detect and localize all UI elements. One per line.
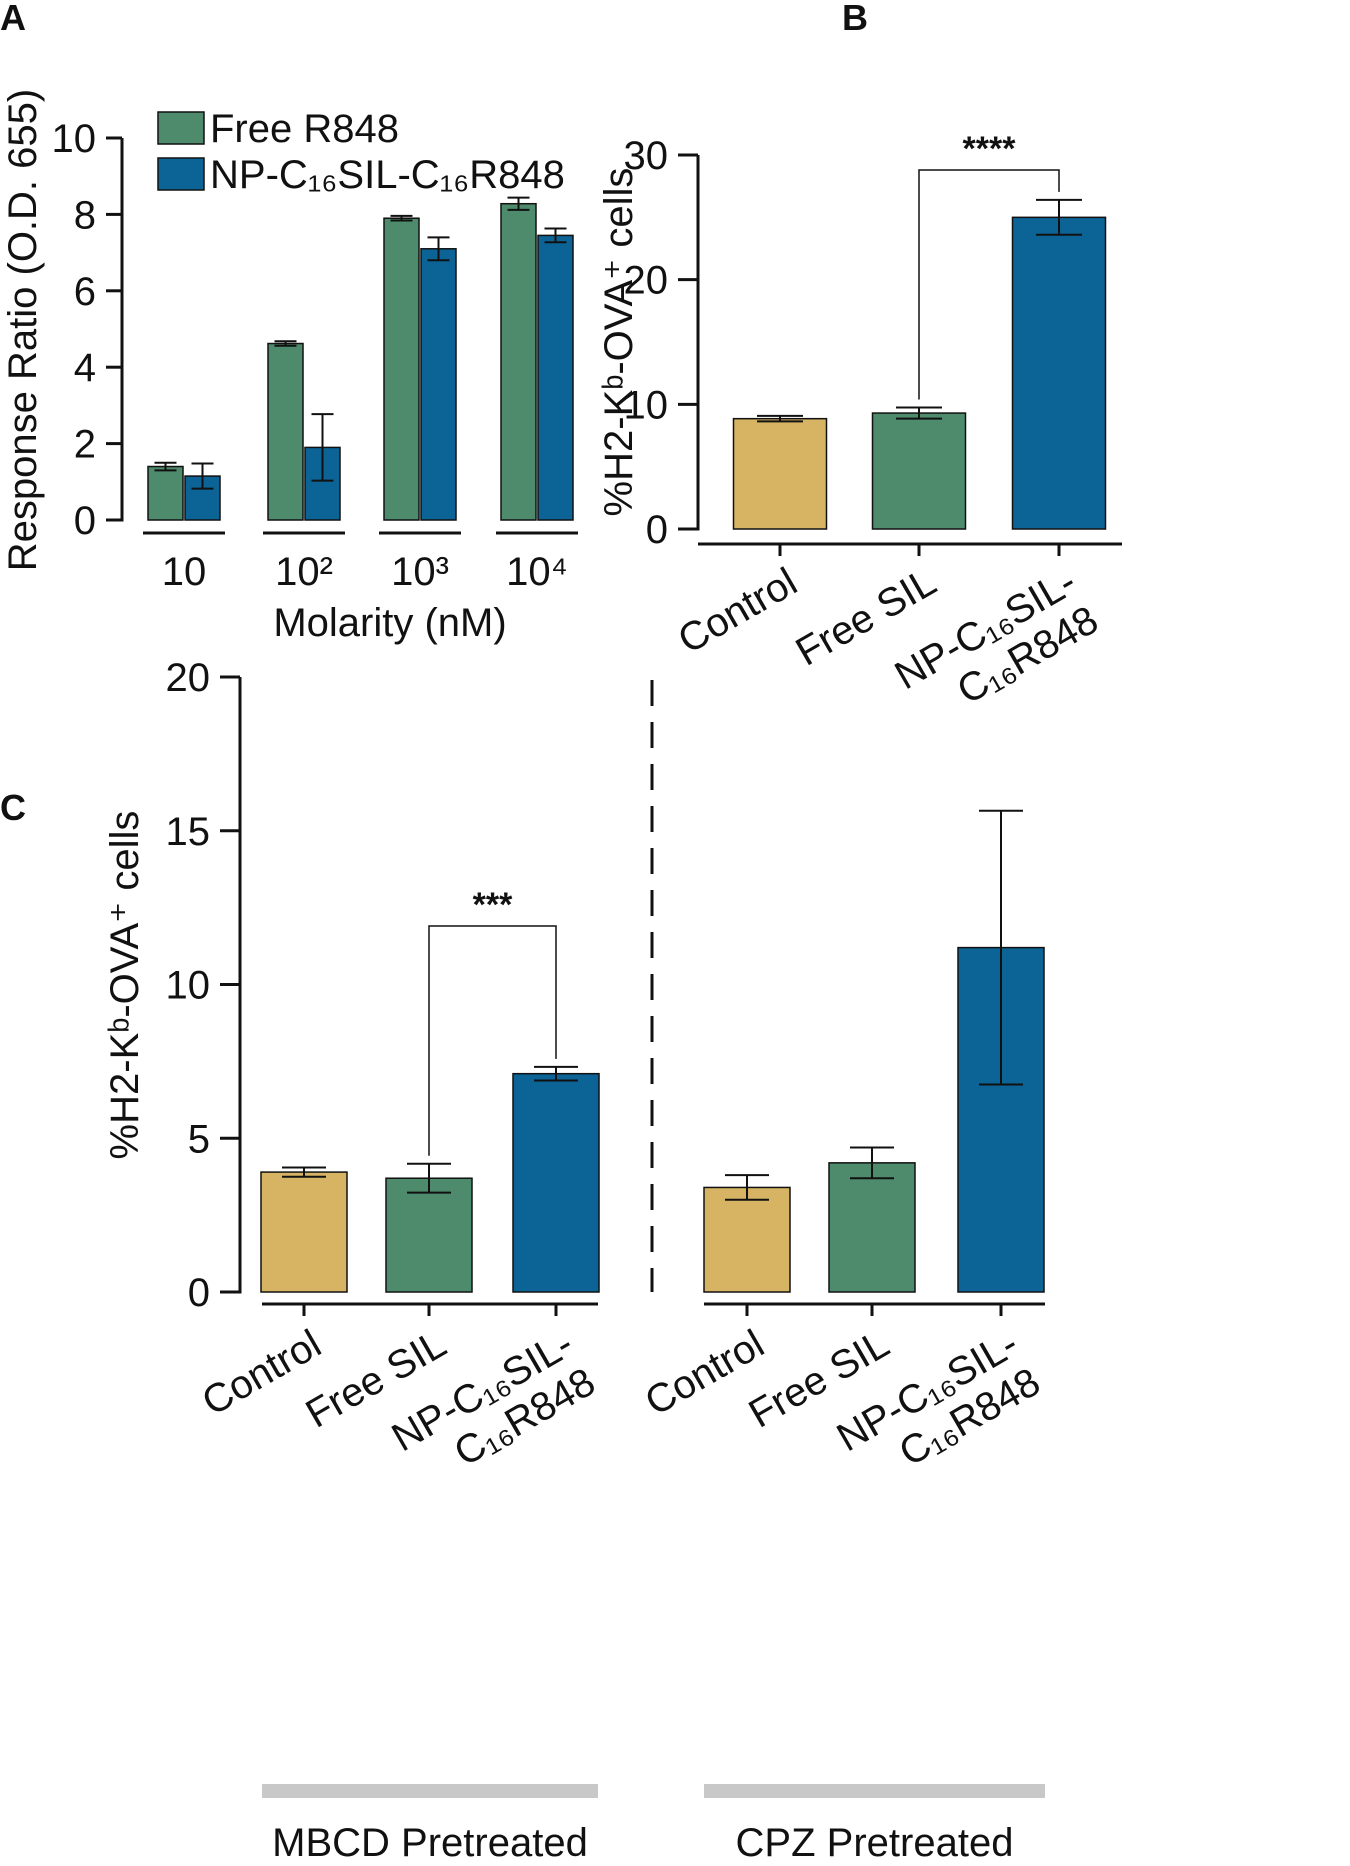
panel-a-legend-label-np-c-sil-c-r848: NP-C₁₆SIL-C₁₆R848 [210,153,565,197]
panel-c-mbcd-pretreated-bar-control [260,1171,348,1293]
panel-c-y-tick-label-20: 20 [166,656,211,700]
panel-a-y-tick-label-8: 8 [74,193,96,237]
panel-c-cpz-pretreated-bar-free-sil [828,1162,916,1293]
panel-letter-b: B [842,0,868,38]
panel-c-mbcd-pretreated-group-bar [262,1784,598,1798]
panel-a-legend-swatch-free-r848 [157,111,205,145]
panel-c-mbcd-pretreated-significance-bracket [428,925,557,1156]
panel-a-legend-swatch-np-c-sil-c-r848 [157,157,205,191]
panel-c-mbcd-pretreated-significance-label: *** [473,886,513,924]
panel-b-y-axis-title: %H2-Kᵇ-OVA⁺ cells [597,168,641,517]
panel-c-y-tick-label-10: 10 [166,964,211,1008]
panel-b-y-tick-label-30: 30 [624,134,669,178]
panel-a-x-axis-title: Molarity (nM) [273,601,506,645]
panel-b-bar-np-c-sil-c-r848 [1011,216,1107,530]
panel-c-mbcd-pretreated-bar-free-sil [385,1177,473,1293]
panel-a-x-tick-label-2: 10³ [391,550,449,594]
panel-a-y-tick-label-6: 6 [74,270,96,314]
panel-b-x-tick-label-control-line-1: Control [671,560,805,663]
panel-a-bar-free-r848-2 [383,217,420,521]
panel-b-bar-free-sil [871,412,967,530]
panel-c-y-tick-label-15: 15 [166,810,211,854]
panel-letter-c: C [0,787,26,828]
panel-b-bar-control [732,417,828,530]
panel-c-cpz-pretreated-group-label: CPZ Pretreated [736,1821,1014,1865]
panel-a-bar-free-r848-1 [267,342,304,521]
panel-a-x-tick-label-3: 10⁴ [506,550,568,594]
panel-c-cpz-pretreated-group-bar [704,1784,1045,1798]
panel-a-y-tick-label-2: 2 [74,423,96,467]
panel-b-x-tick-label-control: Control [671,560,805,663]
panel-c-mbcd-pretreated-group-label: MBCD Pretreated [272,1821,588,1865]
panel-a-x-tick-label-1: 10² [275,550,333,594]
panel-b-significance-label: **** [963,130,1017,168]
panel-a-x-tick-label-0: 10 [162,550,207,594]
panel-a-bar-free-r848-3 [500,202,537,521]
panel-b-significance-bracket [918,169,1060,400]
panel-a-y-tick-label-0: 0 [74,499,96,543]
panel-letter-a: A [0,0,26,38]
panel-b-y-tick-label-20: 20 [624,259,669,303]
panel-b-y-tick-label-0: 0 [646,508,668,552]
panel-c-mbcd-pretreated-bar-np-c-sil-c-r848 [512,1072,600,1293]
panel-a-y-tick-label-4: 4 [74,346,96,390]
panel-c-cpz-pretreated-bar-control [703,1186,791,1293]
panel-a-bar-np-c-sil-c-r848-2 [420,248,457,521]
panel-a-bar-free-r848-0 [147,465,184,521]
panel-a-bar-np-c-sil-c-r848-3 [537,234,574,521]
panel-a-bar-np-c-sil-c-r848-1 [304,446,341,521]
panel-b-y-tick-label-10: 10 [624,383,669,427]
panel-c-y-tick-label-0: 0 [188,1271,210,1315]
panel-c-y-tick-label-5: 5 [188,1117,210,1161]
panel-a-y-axis-title: Response Ratio (O.D. 655) [1,89,45,571]
panel-a-legend-label-free-r848: Free R848 [210,107,399,151]
panel-a-y-tick-label-10: 10 [52,117,97,161]
panel-c-y-axis-title: %H2-Kᵇ-OVA⁺ cells [103,811,147,1160]
